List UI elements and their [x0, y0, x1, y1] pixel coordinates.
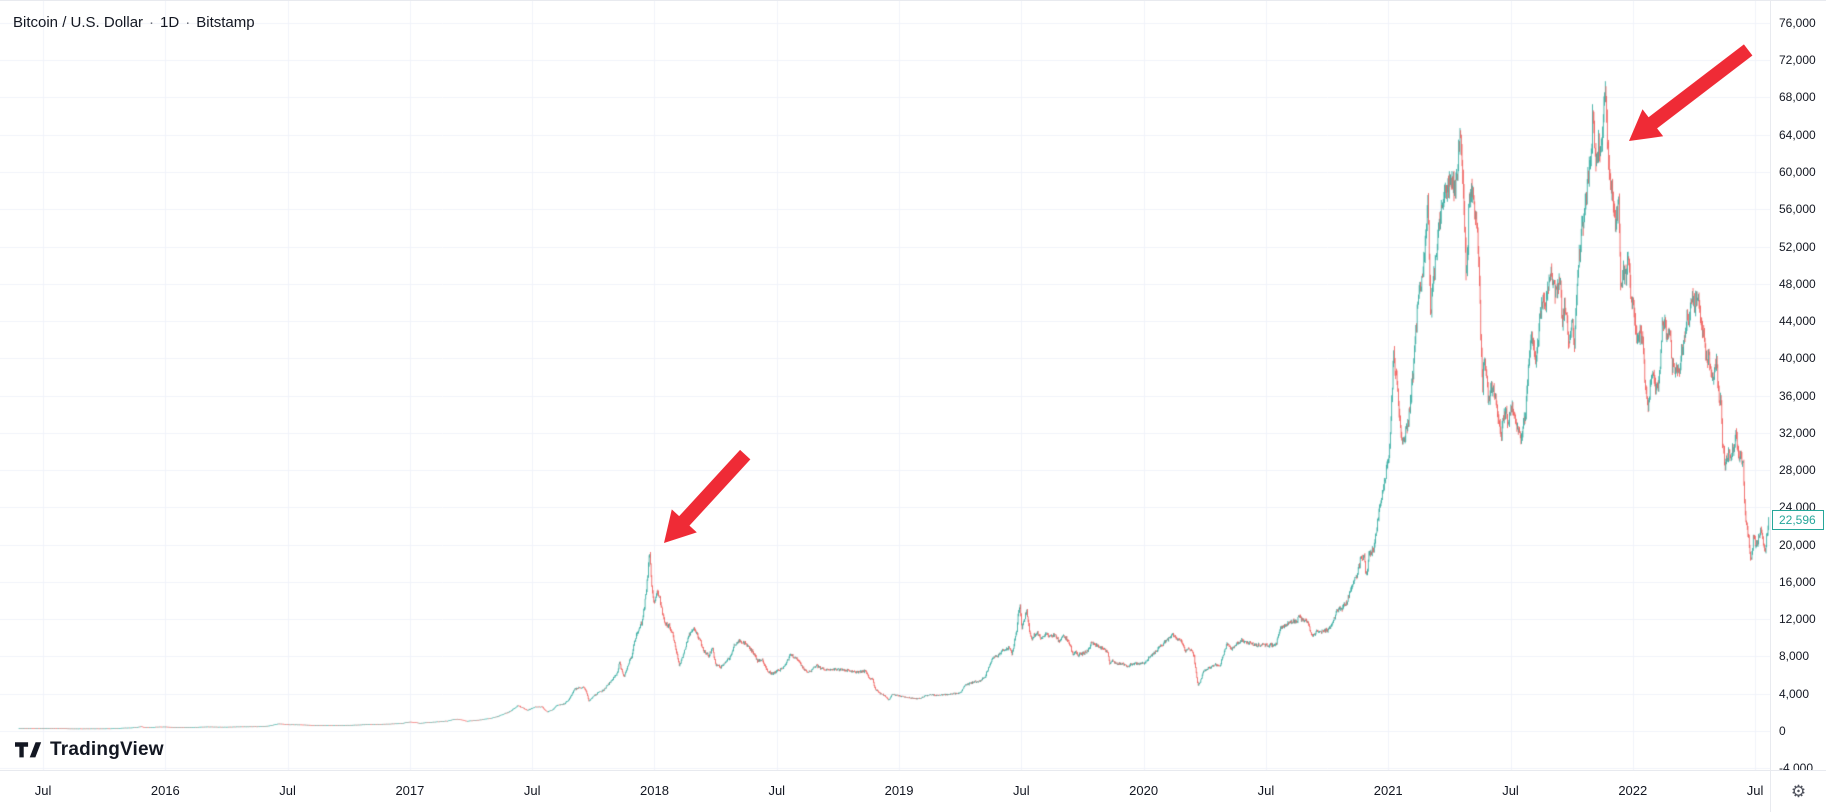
price-axis-label: 20,000	[1779, 537, 1816, 552]
last-price-value: 22,596	[1779, 513, 1816, 528]
price-axis-label: 56,000	[1779, 202, 1816, 217]
price-axis-label: 72,000	[1779, 53, 1816, 68]
price-axis-label: 4,000	[1779, 686, 1810, 701]
time-axis-label: Jul	[1257, 783, 1275, 798]
time-axis-label: 2018	[640, 783, 669, 798]
price-axis-label: 48,000	[1779, 276, 1816, 291]
time-axis-label: 2016	[150, 783, 180, 798]
price-axis-label: 16,000	[1779, 574, 1816, 589]
price-axis-label: 36,000	[1779, 388, 1816, 403]
tradingview-logo[interactable]: TradingView	[15, 739, 164, 761]
symbol-name[interactable]: Bitcoin / U.S. Dollar	[13, 14, 144, 31]
time-axis-label: Jul	[1746, 783, 1764, 798]
time-axis[interactable]: Jul 2016 Jul 2017 Jul 2018 Jul 2019 Jul 2020 Jul 20…	[0, 770, 1770, 812]
price-axis-label: 12,000	[1779, 612, 1816, 626]
chart-main-area[interactable]: Bitcoin / U.S. Dollar · 1D · Bitstamp Tradin…	[0, 1, 1770, 771]
price-axis-label: 32,000	[1779, 425, 1816, 440]
time-axis-label: Jul	[1502, 783, 1519, 798]
legend-separator: ·	[185, 14, 191, 31]
price-axis-label: 40,000	[1779, 351, 1816, 366]
legend-separator: ·	[149, 14, 155, 31]
price-axis-label: 8,000	[1779, 649, 1810, 664]
gear-icon[interactable]: ⚙	[1790, 782, 1807, 801]
symbol-legend: Bitcoin / U.S. Dollar · 1D · Bitstamp	[13, 14, 255, 31]
price-axis-label: 64,000	[1779, 127, 1816, 142]
time-axis-label: 2020	[1129, 783, 1159, 798]
price-axis[interactable]: 22,596 76,000 72,000 68,000 64,000 60,000 56,…	[1770, 1, 1826, 775]
tradingview-logo-text: TradingView	[50, 739, 164, 760]
time-axis-label: 2017	[395, 783, 425, 798]
exchange-label[interactable]: Bitstamp	[196, 14, 255, 31]
interval-label[interactable]: 1D	[160, 14, 180, 31]
time-axis-label: Jul	[768, 783, 786, 798]
price-axis-label: 28,000	[1779, 463, 1816, 477]
price-axis-label: 68,000	[1779, 90, 1816, 105]
time-axis-label: Jul	[523, 783, 541, 798]
time-axis-label: Jul	[279, 783, 296, 798]
time-axis-label: 2019	[884, 783, 914, 798]
price-axis-label: 44,000	[1779, 314, 1816, 328]
time-axis-label: Jul	[1013, 783, 1030, 798]
time-axis-label: Jul	[34, 783, 52, 798]
time-axis-label: 2022	[1618, 783, 1648, 798]
price-axis-label: 76,000	[1779, 15, 1816, 30]
tradingview-logo-icon	[15, 742, 42, 758]
price-axis-label: 52,000	[1779, 239, 1816, 254]
last-price-label: 22,596	[1772, 510, 1824, 531]
axis-settings-corner[interactable]: ⚙	[1770, 770, 1826, 812]
time-axis-label: 2021	[1373, 783, 1403, 798]
price-axis-label: 60,000	[1779, 165, 1816, 179]
price-chart-canvas[interactable]	[0, 1, 1770, 771]
price-axis-label: 0	[1779, 723, 1786, 738]
